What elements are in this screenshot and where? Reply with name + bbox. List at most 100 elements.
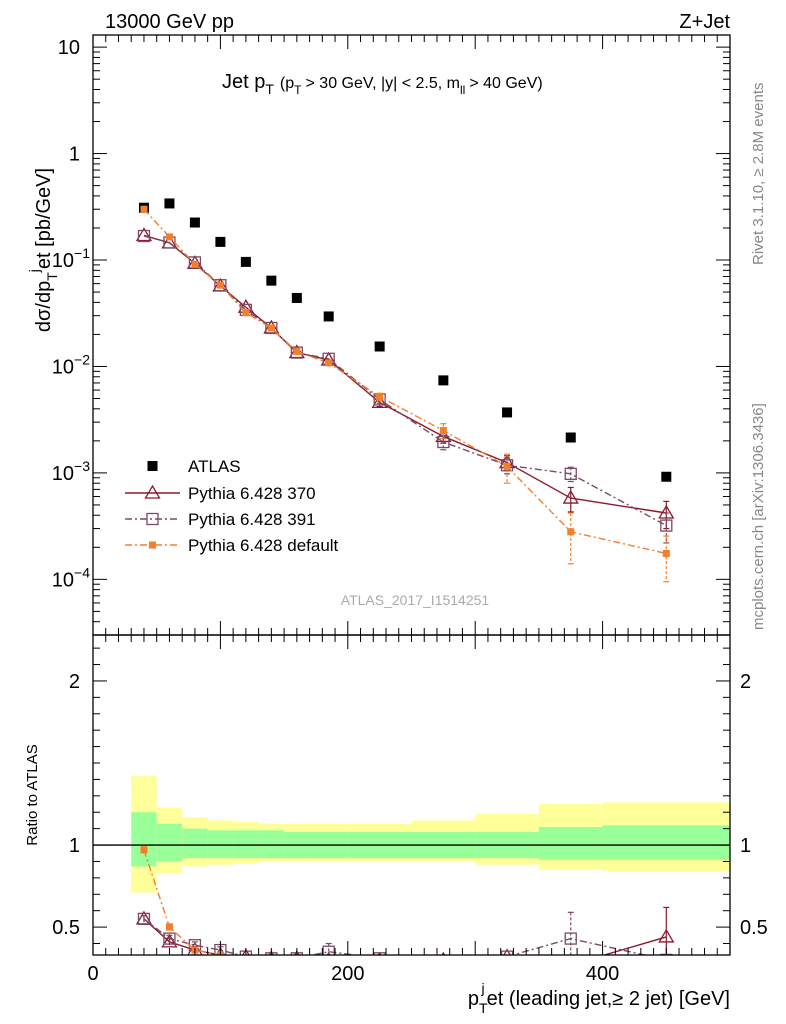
data-point [240, 256, 251, 267]
legend-marker [147, 461, 158, 471]
legend: ATLAS Pythia 6.428 370 Pythia 6.428 391 Pyt… [125, 457, 339, 555]
ratio-data-point [242, 954, 250, 955]
data-point [266, 275, 277, 286]
data-point [188, 256, 202, 269]
data-point [291, 292, 302, 303]
band-inner-segment [182, 828, 208, 859]
y-tick-label: 10−3 [52, 458, 90, 485]
band-inner-segment [538, 827, 603, 860]
ratio-y-tick-label: 1 [69, 835, 80, 857]
data-point [660, 519, 673, 532]
data-point [164, 198, 175, 209]
analysis-watermark: ATLAS_2017_I1514251 [341, 592, 490, 608]
data-point [662, 549, 670, 557]
ratio-data-point [504, 956, 511, 963]
ratio-data-point [438, 961, 449, 972]
data-point [374, 341, 385, 352]
ratio-data-point [163, 932, 176, 945]
legend-label: Pythia 6.428 370 [188, 484, 316, 503]
ratio-data-point [567, 976, 574, 983]
data-point [191, 260, 199, 268]
ratio-y-tick-label-right: 0.5 [740, 917, 768, 939]
data-point [242, 309, 250, 317]
ratio-data-point [658, 928, 675, 943]
band-inner-segment [207, 830, 234, 859]
legend-entry: ATLAS [147, 457, 241, 476]
ratio-y-tick-label: 0.5 [52, 917, 80, 939]
ratio-y-axis-label: Ratio to ATLAS [24, 744, 41, 845]
data-point [661, 471, 672, 482]
band-inner-segment [156, 823, 183, 862]
y-tick-label: 10 [58, 37, 80, 59]
rivet-label: Rivet 3.1.10, ≥ 2.8M events [750, 83, 767, 266]
ratio-data-point [137, 912, 151, 926]
ratio-series-0 [135, 906, 675, 970]
data-point [325, 359, 333, 367]
legend-marker [149, 541, 156, 549]
legend-label: Pythia 6.428 default [188, 536, 339, 555]
legend-entry: Pythia 6.428 default [125, 536, 339, 555]
data-point [439, 427, 447, 435]
data-point [215, 236, 226, 247]
ratio-data-point [500, 950, 514, 955]
data-point [189, 217, 200, 228]
data-point [216, 281, 224, 289]
ratio-y-tick-label-right: 2 [740, 671, 751, 693]
main-plot-data [135, 198, 675, 583]
ratio-data-point [663, 976, 670, 983]
data-point [290, 346, 303, 359]
ratio-data-point [564, 958, 578, 970]
legend-label: Pythia 6.428 391 [188, 510, 316, 529]
header-right: Z+Jet [679, 11, 730, 33]
ratio-series-line [143, 918, 667, 955]
legend-entry: Pythia 6.428 370 [125, 484, 316, 503]
band-inner-segment [131, 812, 157, 867]
y-tick-label: 10−4 [52, 564, 90, 591]
ratio-data-point [660, 953, 673, 955]
x-axis-label: pTj et (leading jet,≥ 2 jet) [GeV] [468, 980, 730, 1016]
x-tick-label: 0 [87, 963, 98, 985]
mcplots-label: mcplots.cern.ch [arXiv:1306.3436] [750, 403, 767, 630]
data-point [502, 407, 513, 418]
band-inner-segment [602, 825, 730, 860]
ratio-plot-frame [92, 634, 731, 956]
data-point [214, 279, 227, 292]
data-point [140, 205, 148, 213]
ratio-data-point [268, 956, 275, 963]
ratio-data-point [165, 923, 173, 931]
data-point [267, 324, 275, 332]
ratio-data-point [373, 952, 386, 955]
data-point [165, 233, 173, 241]
data-point [137, 229, 151, 243]
legend-entry: Pythia 6.428 391 [125, 510, 316, 529]
data-point [293, 348, 301, 356]
main-y-axis-label: dσ/dpTjet [pb/GeV] [26, 168, 60, 332]
axes: 0 200 400 10 1 10−1 10−2 10−3 10−4 0.5 0.5 1 1 2 2 [52, 34, 768, 985]
data-point [565, 432, 576, 443]
y-tick-label: 1 [69, 144, 80, 166]
data-point [135, 227, 153, 242]
ratio-data-point [440, 956, 447, 963]
data-point [503, 462, 511, 470]
data-point [438, 375, 449, 386]
ratio-data-point [140, 846, 148, 854]
ratio-data-point [376, 956, 383, 963]
data-point [562, 489, 579, 504]
ratio-data-point [161, 933, 178, 948]
plot-title: Jet pT (pT > 30 GeV, |y| < 2.5, mll > 40 Ge… [222, 71, 543, 97]
ratio-y-tick-label-right: 1 [740, 835, 751, 857]
series-3 [140, 205, 670, 583]
data-point [265, 321, 278, 335]
data-point [323, 311, 334, 322]
uncertainty-bands [131, 776, 730, 893]
legend-marker [146, 512, 159, 526]
y-tick-label: 10−2 [52, 351, 90, 378]
data-point [567, 528, 575, 536]
ratio-data-point [322, 945, 335, 955]
ratio-data-point [293, 956, 300, 963]
ratio-data-point [564, 932, 577, 945]
data-point [564, 467, 577, 480]
data-point [376, 393, 384, 401]
ratio-y-tick-label: 2 [69, 671, 80, 693]
y-tick-label: 10−1 [52, 245, 90, 272]
